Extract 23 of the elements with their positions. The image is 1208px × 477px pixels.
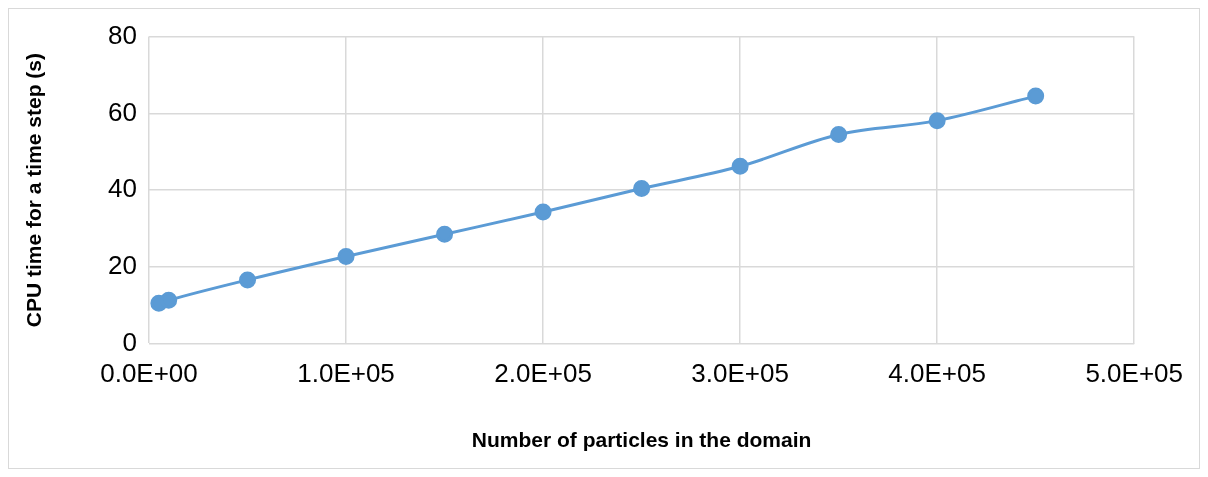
point: [160, 291, 178, 309]
y-tick-label: 20: [108, 250, 137, 281]
x-tick-label: 4.0E+05: [888, 358, 986, 389]
x-tick-label: 0.0E+00: [100, 358, 198, 389]
x-tick-label: 5.0E+05: [1085, 358, 1183, 389]
point: [1027, 87, 1045, 105]
y-tick-label: 60: [108, 96, 137, 127]
point: [534, 203, 552, 221]
point: [928, 112, 946, 130]
point: [830, 125, 848, 143]
x-tick-label: 3.0E+05: [691, 358, 789, 389]
point: [633, 180, 651, 198]
x-tick-label: 1.0E+05: [297, 358, 395, 389]
point: [731, 157, 749, 175]
y-axis-title: CPU time for a time step (s): [22, 52, 46, 328]
x-axis-title: Number of particles in the domain: [471, 428, 812, 452]
y-tick-label: 80: [108, 19, 137, 50]
point: [337, 247, 355, 265]
point: [239, 271, 257, 289]
y-tick-label: 0: [122, 326, 137, 357]
point: [436, 225, 454, 243]
y-tick-label: 40: [108, 173, 137, 204]
x-tick-label: 2.0E+05: [494, 358, 592, 389]
